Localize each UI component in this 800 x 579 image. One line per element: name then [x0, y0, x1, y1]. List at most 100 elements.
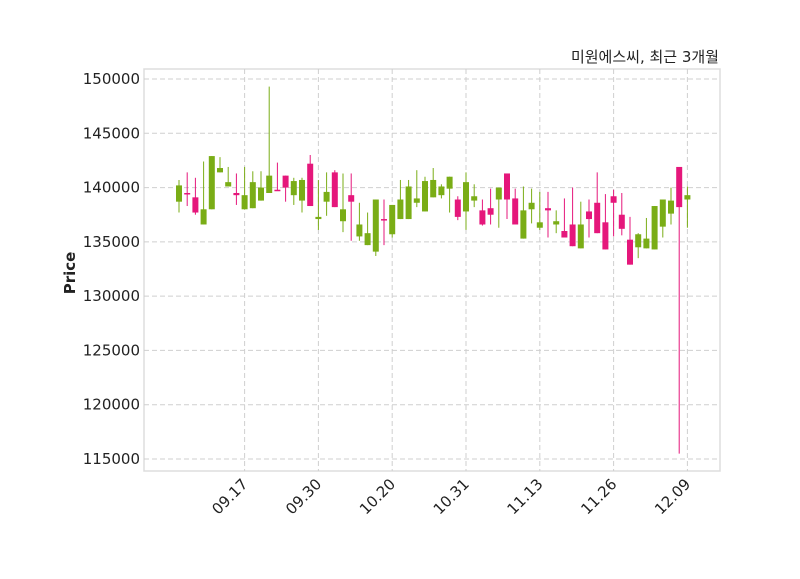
- candle: [536, 191, 543, 230]
- candle-body: [258, 187, 264, 201]
- x-tick-label: 10.31: [430, 475, 473, 518]
- candle-body: [487, 208, 494, 215]
- candle: [266, 86, 273, 193]
- candle: [495, 187, 502, 228]
- x-tick-label: 10.20: [356, 475, 399, 518]
- candle-body: [495, 187, 502, 200]
- candle-body: [422, 181, 428, 212]
- candle: [643, 217, 650, 249]
- candle: [176, 179, 182, 213]
- candle: [208, 156, 215, 210]
- candle: [413, 170, 420, 208]
- candle-body: [340, 209, 346, 222]
- candle: [545, 191, 551, 238]
- candle-body: [299, 179, 305, 201]
- y-tick-label: 150000: [83, 70, 140, 88]
- candle: [676, 166, 683, 454]
- candle: [331, 170, 338, 208]
- candle: [553, 210, 560, 234]
- candle: [610, 189, 617, 237]
- candle-body: [512, 198, 519, 225]
- candle: [659, 199, 666, 238]
- candle: [577, 201, 584, 249]
- x-axis-ticks: 09.17 09.30 10.20 10.31 11.13 11.26 12.09: [208, 475, 694, 518]
- candle-body: [643, 238, 650, 249]
- candle: [487, 188, 494, 225]
- candle-body: [372, 199, 379, 252]
- y-tick-label: 120000: [83, 396, 140, 414]
- candle: [668, 187, 674, 225]
- candle: [290, 177, 297, 205]
- candle-body: [536, 222, 543, 228]
- candle: [405, 179, 412, 220]
- candle: [184, 172, 191, 207]
- candle: [299, 177, 305, 213]
- candle: [635, 233, 642, 259]
- candle: [479, 199, 486, 226]
- candle: [438, 184, 445, 199]
- x-tick-label: 11.26: [577, 475, 620, 518]
- candle-body: [274, 189, 281, 192]
- candle-body: [290, 181, 297, 196]
- candle: [258, 171, 264, 201]
- candle-body: [430, 179, 437, 198]
- candle-body: [446, 176, 453, 189]
- candle: [520, 186, 527, 239]
- candle: [249, 171, 256, 209]
- candle-body: [233, 192, 240, 196]
- candle: [200, 161, 207, 225]
- candle-body: [241, 195, 248, 210]
- y-tick-label: 130000: [83, 287, 140, 305]
- candle-body: [397, 199, 404, 220]
- candle-body: [217, 168, 223, 173]
- candle-body: [610, 196, 617, 203]
- x-tick-label: 09.17: [208, 475, 251, 518]
- candle: [528, 188, 535, 224]
- candle-body: [504, 173, 510, 200]
- candle-body: [323, 191, 330, 202]
- candle: [561, 198, 568, 238]
- candle-body: [348, 195, 355, 202]
- candle: [569, 187, 576, 247]
- candle: [504, 173, 510, 220]
- candle-body: [561, 230, 568, 238]
- x-tick-label: 11.13: [504, 475, 547, 518]
- y-axis-ticks: 115000 120000 125000 130000 135000 140000 1450…: [83, 70, 140, 468]
- candle: [627, 216, 633, 265]
- candle-body: [676, 166, 683, 208]
- candle-body: [454, 199, 461, 217]
- y-tick-label: 140000: [83, 179, 140, 197]
- candle: [241, 166, 248, 210]
- candle: [307, 154, 314, 207]
- candle: [684, 186, 691, 228]
- candle: [217, 157, 223, 173]
- candle-body: [635, 234, 642, 248]
- candle-body: [331, 172, 338, 208]
- candle-body: [315, 216, 322, 220]
- candle-body: [545, 208, 551, 211]
- x-tick-label: 09.30: [282, 475, 325, 518]
- candle-body: [389, 204, 396, 235]
- plot-background: [143, 68, 721, 472]
- candle-body: [577, 224, 584, 249]
- candle-body: [405, 186, 412, 220]
- candle-body: [266, 175, 273, 193]
- candle-body: [413, 198, 420, 203]
- candle-body: [528, 202, 535, 210]
- candle: [372, 199, 379, 256]
- candle-body: [200, 209, 207, 225]
- candle-body: [627, 239, 633, 265]
- candle: [389, 204, 396, 238]
- candle: [430, 168, 437, 198]
- y-axis-label: Price: [61, 252, 79, 295]
- candle: [397, 179, 404, 220]
- candle-body: [192, 197, 199, 213]
- candle: [323, 172, 330, 216]
- candle-body: [381, 219, 387, 221]
- candle: [348, 173, 355, 241]
- y-tick-label: 135000: [83, 233, 140, 251]
- candle: [315, 179, 322, 230]
- candle: [356, 202, 363, 241]
- candle: [586, 199, 592, 238]
